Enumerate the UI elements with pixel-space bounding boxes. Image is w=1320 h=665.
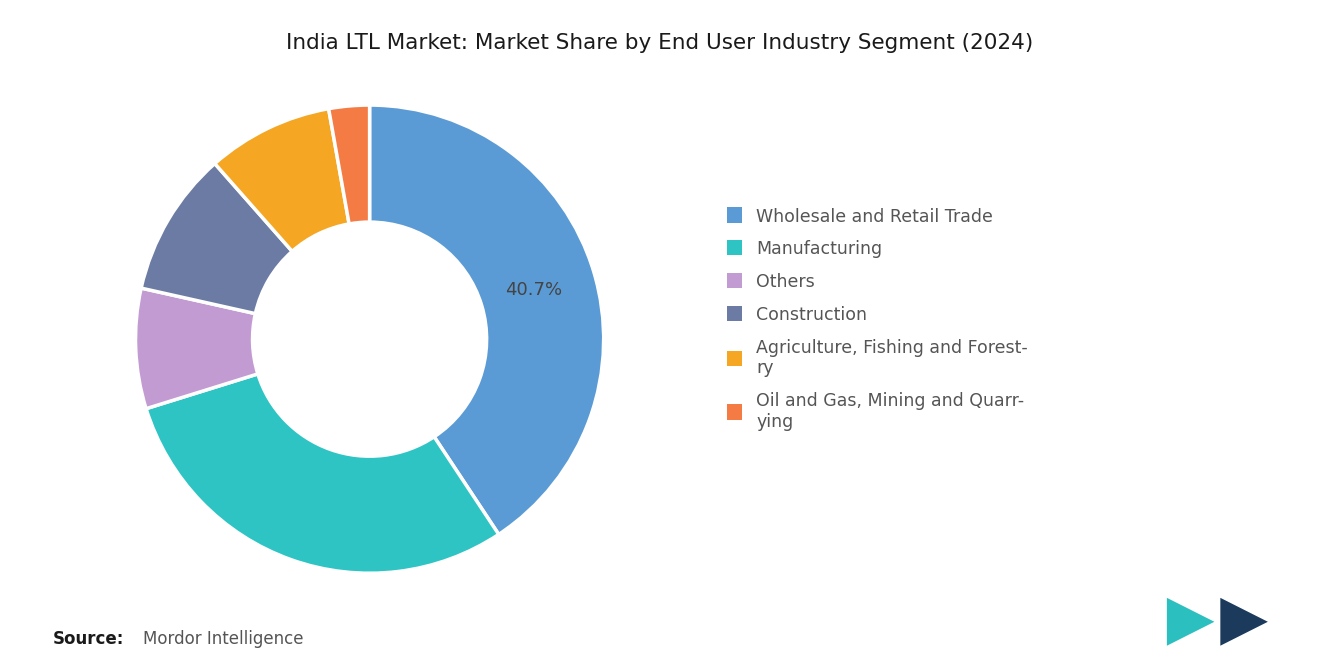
Wedge shape <box>370 105 603 535</box>
Wedge shape <box>141 164 292 314</box>
Legend: Wholesale and Retail Trade, Manufacturing, Others, Construction, Agriculture, Fi: Wholesale and Retail Trade, Manufacturin… <box>722 202 1034 436</box>
Text: 40.7%: 40.7% <box>504 281 562 299</box>
Polygon shape <box>1167 598 1214 646</box>
Wedge shape <box>147 374 499 573</box>
Wedge shape <box>215 108 348 251</box>
Polygon shape <box>1220 598 1267 646</box>
Wedge shape <box>136 288 257 409</box>
Text: Mordor Intelligence: Mordor Intelligence <box>143 630 304 648</box>
Text: Source:: Source: <box>53 630 124 648</box>
Text: India LTL Market: Market Share by End User Industry Segment (2024): India LTL Market: Market Share by End Us… <box>286 33 1034 53</box>
Wedge shape <box>329 105 370 224</box>
